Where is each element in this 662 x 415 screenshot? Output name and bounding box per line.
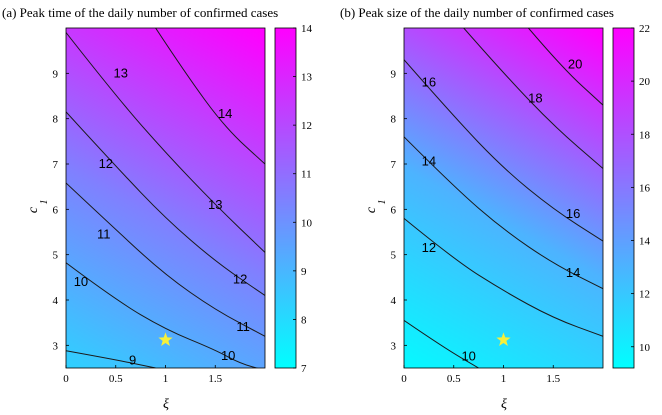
contour-label: 12 [99,156,113,171]
contour-line-11 [66,182,265,337]
contour-line-12 [404,218,603,337]
y-tick-label: 4 [53,295,59,307]
contour-line-20 [528,28,603,106]
contour-line-10 [66,262,259,368]
contour-line-16 [404,59,603,242]
contour-label: 10 [221,348,235,363]
colorbar-tick-label: 14 [301,23,313,35]
contour-line-14 [404,136,603,290]
panel-b-y-axis-label-base: c [364,206,379,213]
contour-lines [66,28,265,368]
contour-label: 14 [566,265,580,280]
panel-a: (a) Peak time of the daily number of con… [2,5,313,412]
panel-a-y-ticks: 3 4 5 6 7 8 9 [53,68,69,352]
star-marker [496,332,511,346]
contour-label: 9 [129,352,136,367]
panel-a-y-axis-label: c 1 [26,200,50,214]
y-tick-label: 8 [391,114,397,126]
x-tick-label: 1 [501,373,507,385]
contour-line-13 [66,32,265,253]
contour-line-14 [155,28,265,165]
panel-b-title: (b) Peak size of the daily number of con… [340,5,614,20]
contour-line-18 [463,28,603,169]
x-tick-label: 1.5 [208,373,222,385]
contour-lines [404,28,603,368]
colorbar-tick-label: 22 [639,23,650,35]
y-tick-label: 9 [391,68,397,80]
x-tick-label: 0.5 [109,373,123,385]
y-tick-label: 5 [391,250,397,262]
colorbar-tick-label: 20 [639,76,651,88]
panel-b-y-axis-label-sub: 1 [377,200,388,205]
colorbar-tick-label: 14 [639,236,651,248]
y-tick-label: 8 [53,114,59,126]
colorbar-tick-label: 12 [639,289,650,301]
y-tick-label: 5 [53,250,59,262]
y-tick-label: 3 [391,340,397,352]
x-tick-label: 0.5 [447,373,461,385]
y-tick-label: 3 [53,340,59,352]
contour-label: 16 [566,206,580,221]
colorbar-tick-label: 11 [301,169,312,181]
contour-fill [404,28,603,368]
panel-b-plot-area: 10 12 14 14 16 16 18 20 [403,27,604,369]
contour-label: 20 [568,56,582,71]
panel-a-title: (a) Peak time of the daily number of con… [2,5,278,20]
panel-b-x-ticks: 0 0.5 1 1.5 [401,365,561,385]
contour-label: 10 [461,349,475,364]
contour-label: 14 [218,106,232,121]
colorbar-tick-label: 8 [301,314,307,326]
contour-line-10 [404,319,479,368]
panel-a-y-axis-label-base: c [26,206,41,213]
contour-label: 13 [113,65,127,80]
panel-a-x-ticks: 0 0.5 1 1.5 [63,365,223,385]
contour-label: 12 [422,240,436,255]
panel-b-x-axis-label: ξ [501,397,507,412]
panel-a-x-axis-label: ξ [163,397,169,412]
y-tick-label: 7 [53,159,59,171]
contour-label: 11 [236,319,250,334]
colorbar-gradient [274,27,297,369]
contour-fill [66,28,265,368]
x-tick-label: 1 [163,373,169,385]
contour-line-12 [66,111,265,296]
colorbar-tick-label: 18 [639,129,651,141]
y-tick-label: 9 [53,68,59,80]
y-tick-label: 4 [391,295,397,307]
y-tick-label: 7 [391,159,397,171]
colorbar-tick-label: 7 [301,363,307,375]
contour-label: 18 [528,90,542,105]
contour-line-9 [66,350,156,368]
panel-b-y-axis-label: c 1 [364,200,388,214]
contour-label: 13 [208,197,222,212]
colorbar-tick-label: 12 [301,120,312,132]
colorbar-gradient [612,27,635,369]
x-tick-label: 0 [63,373,69,385]
colorbar-tick-label: 16 [639,182,651,194]
colorbar-tick-label: 13 [301,72,313,84]
panel-b-y-ticks: 3 4 5 6 7 8 9 [391,68,407,352]
contour-labels: 10 12 14 14 16 16 18 20 [422,56,583,363]
colorbar-tick-label: 10 [639,342,651,354]
contour-label: 12 [233,272,247,287]
colorbar-tick-label: 9 [301,266,307,278]
x-tick-label: 0 [401,373,407,385]
panel-b: (b) Peak size of the daily number of con… [340,5,651,412]
y-tick-label: 6 [391,204,397,216]
panel-b-colorbar: 10 12 14 16 18 20 22 [612,23,651,369]
contour-label: 14 [422,154,436,169]
contour-label: 10 [74,274,88,289]
colorbar-tick-label: 10 [301,217,313,229]
contour-label: 11 [97,226,111,241]
panel-a-colorbar: 7 8 9 10 11 12 13 14 [274,23,313,375]
x-tick-label: 1.5 [546,373,560,385]
y-tick-label: 6 [53,204,59,216]
star-marker [158,332,173,346]
panel-a-y-axis-label-sub: 1 [39,200,50,205]
contour-label: 16 [422,74,436,89]
